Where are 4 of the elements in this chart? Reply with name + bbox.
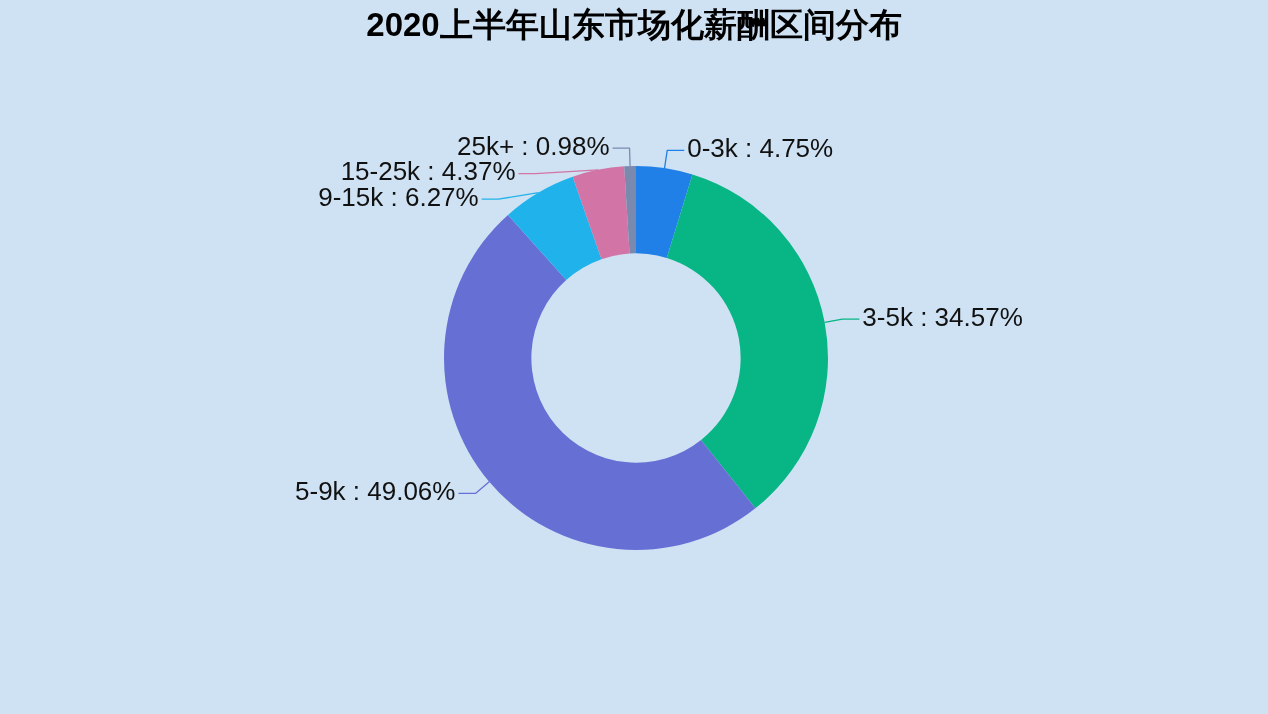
slice-label: 3-5k : 34.57%: [862, 301, 1023, 332]
chart-title: 2020上半年山东市场化薪酬区间分布: [366, 5, 902, 43]
slice-label: 0-3k : 4.75%: [687, 133, 834, 164]
slice-label: 5-9k : 49.06%: [295, 476, 456, 507]
